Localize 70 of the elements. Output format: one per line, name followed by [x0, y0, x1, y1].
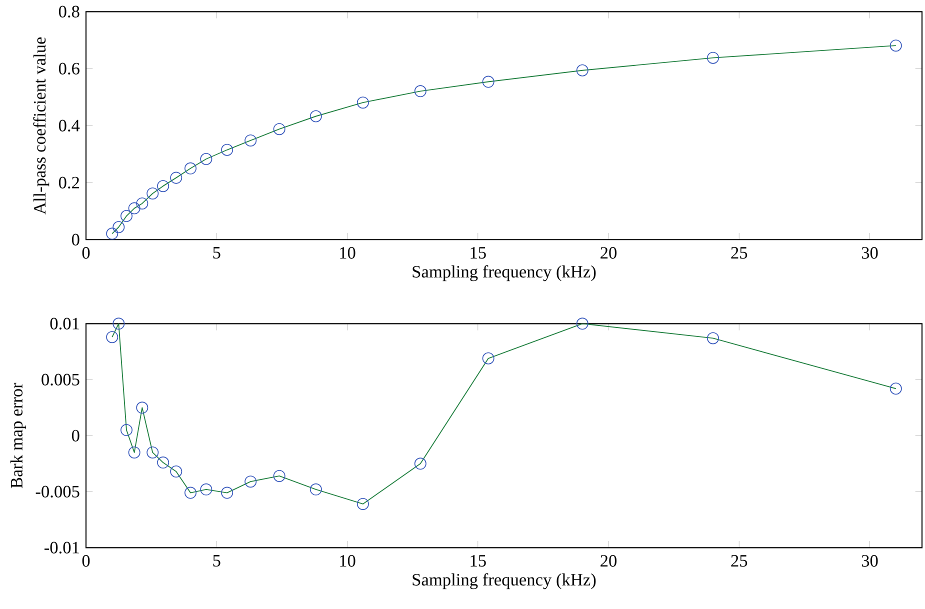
point — [414, 458, 426, 470]
point — [200, 153, 212, 166]
point — [482, 76, 494, 88]
point — [310, 484, 322, 496]
point — [890, 382, 902, 395]
point — [356, 96, 369, 109]
point — [356, 498, 369, 510]
point — [576, 318, 588, 330]
point — [184, 486, 197, 499]
x-tick-label: 0 — [82, 247, 90, 259]
point — [707, 52, 720, 64]
point — [244, 134, 257, 147]
x-tick-label: 20 — [600, 247, 617, 259]
point — [170, 466, 182, 478]
point — [128, 202, 140, 214]
point — [707, 332, 720, 344]
point — [310, 110, 322, 122]
x-tick-label: 5 — [213, 247, 220, 259]
point — [157, 456, 170, 469]
y-axis-title: All-pass coefficient value — [33, 38, 50, 215]
point — [414, 85, 426, 98]
point — [146, 188, 159, 200]
point — [106, 331, 118, 344]
y-tick-label: -0.01 — [44, 542, 79, 554]
y-tick-label: 0.4 — [58, 120, 80, 132]
point — [221, 144, 234, 156]
point — [136, 402, 148, 414]
point — [273, 470, 286, 482]
point — [136, 198, 148, 210]
x-axis-title: Sampling frequency (kHz) — [412, 573, 596, 590]
y-tick-label: 0 — [72, 234, 80, 246]
x-tick-label: 25 — [731, 247, 748, 259]
x-tick-label: 0 — [82, 555, 90, 567]
point — [273, 123, 286, 136]
line-series — [112, 324, 896, 505]
x-tick-label: 10 — [340, 247, 356, 259]
point — [146, 446, 159, 459]
point — [244, 476, 257, 488]
x-tick-label: 20 — [600, 555, 617, 567]
y-tick-label: -0.005 — [36, 486, 80, 498]
point — [128, 446, 140, 459]
point — [112, 221, 125, 234]
y-tick-label: 0.2 — [58, 176, 80, 189]
point — [221, 486, 234, 499]
y-tick-label: 0.005 — [42, 374, 80, 386]
point — [482, 352, 494, 365]
point — [120, 210, 132, 222]
y-tick-label: 0.8 — [58, 6, 80, 18]
line-series — [112, 45, 896, 234]
x-tick-label: 25 — [731, 555, 748, 567]
point — [112, 318, 125, 330]
y-tick-label: 0.01 — [50, 318, 79, 330]
point — [576, 64, 588, 77]
point — [890, 40, 902, 52]
x-tick-label: 10 — [340, 555, 356, 567]
x-tick-label: 5 — [213, 555, 220, 567]
x-tick-label: 15 — [470, 555, 486, 567]
point — [106, 228, 118, 240]
point — [120, 424, 132, 436]
x-tick-label: 30 — [862, 555, 878, 567]
x-tick-label: 15 — [470, 247, 486, 259]
point — [170, 172, 182, 184]
x-axis-title: Sampling frequency (kHz) — [412, 265, 596, 282]
x-tick-label: 30 — [862, 247, 878, 259]
y-tick-label: 0.6 — [58, 62, 80, 75]
point — [184, 162, 197, 175]
y-tick-label: 0 — [72, 430, 80, 442]
point — [200, 484, 212, 496]
point — [157, 180, 170, 192]
y-axis-title: Bark map error — [10, 383, 26, 488]
